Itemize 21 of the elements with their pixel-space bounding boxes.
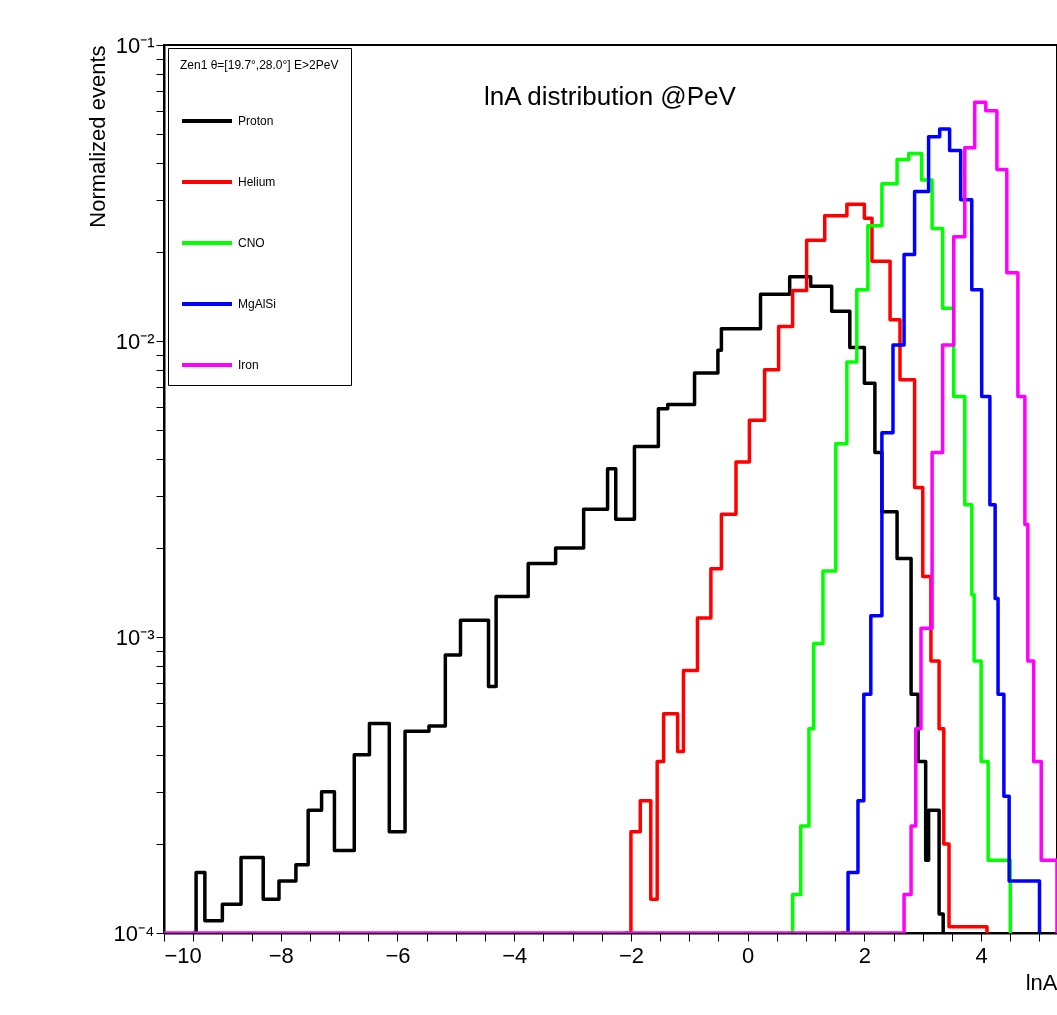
x-tick-label: 4 [975, 942, 988, 968]
y-tick-label: 10⁻³ [115, 624, 155, 650]
legend-title: Zen1 θ=[19.7°,28.0°] E>2PeV [180, 58, 339, 72]
legend-label: CNO [238, 236, 265, 250]
text: lnA distribution @PeV [484, 81, 737, 111]
x-tick-label: −6 [385, 942, 411, 968]
legend-label: MgAlSi [238, 297, 277, 311]
y-tick-label: 10⁻² [115, 328, 155, 354]
y-axis-title: Normalized events [84, 45, 110, 228]
x-tick-label: −2 [618, 942, 644, 968]
y-tick-label: 10⁻⁴ [113, 920, 155, 946]
x-axis-title: lnA [1025, 969, 1057, 995]
x-tick-label: −10 [164, 942, 202, 968]
y-tick-label: 10⁻¹ [115, 32, 155, 58]
x-tick-label: −8 [268, 942, 294, 968]
x-tick-label: −4 [502, 942, 528, 968]
x-tick-label: 0 [742, 942, 755, 968]
legend-label: Iron [238, 358, 259, 372]
x-tick-label: 2 [858, 942, 872, 968]
legend-label: Proton [238, 114, 274, 128]
legend-label: Helium [238, 175, 276, 189]
